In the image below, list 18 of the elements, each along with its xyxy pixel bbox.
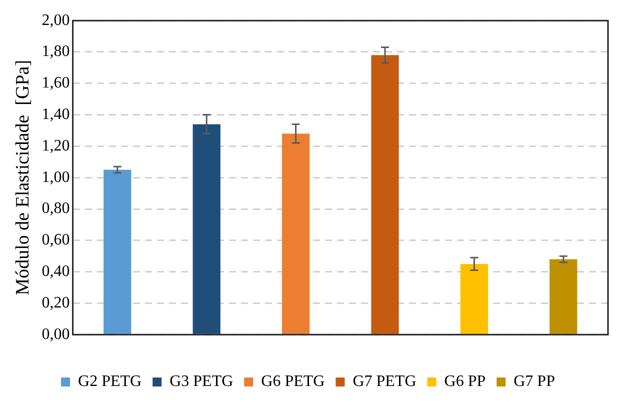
- y-tick-label: 0,80: [42, 200, 70, 218]
- y-tick-label: 1,80: [42, 43, 70, 60]
- y-tick-label: 0,60: [42, 232, 70, 249]
- y-tick-label: 0,40: [42, 263, 70, 280]
- y-tick-label: 1,00: [42, 168, 70, 186]
- y-tick-label: 2,00: [42, 12, 70, 29]
- y-tick-label: 1,40: [42, 106, 70, 124]
- legend-label: G6 PETG: [261, 373, 326, 390]
- legend-label: G6 PP: [444, 373, 486, 390]
- legend-label: G7 PP: [514, 373, 556, 390]
- legend-label: G7 PETG: [352, 373, 417, 390]
- y-axis-title: Módulo de Elasticidade [GPa]: [12, 60, 34, 296]
- y-tick-label: 1,20: [42, 137, 70, 154]
- y-tick-label: 1,60: [42, 74, 70, 92]
- y-tick-label: 0,20: [42, 294, 70, 312]
- y-tick-label: 0,00: [42, 326, 70, 343]
- legend-label: G2 PETG: [78, 373, 142, 390]
- legend-label: G3 PETG: [170, 373, 234, 390]
